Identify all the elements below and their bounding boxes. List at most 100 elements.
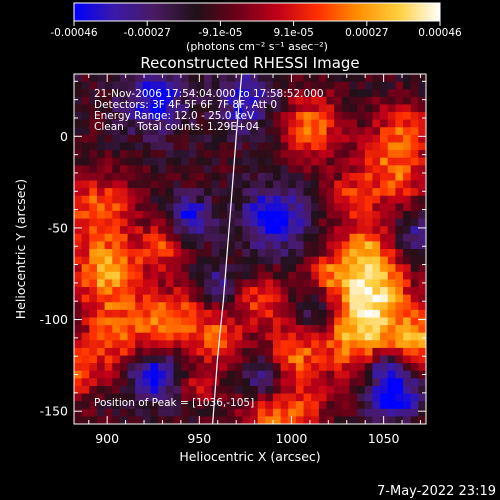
heatmap-cell <box>311 363 320 372</box>
heatmap-cell <box>311 89 320 98</box>
heatmap-cell <box>372 195 381 204</box>
heatmap-cell <box>288 150 297 159</box>
heatmap-cell <box>334 96 343 106</box>
heatmap-cell <box>188 119 198 128</box>
heatmap-cell <box>303 127 312 136</box>
heatmap-cell <box>387 134 396 144</box>
heatmap-cell <box>181 142 190 151</box>
heatmap-cell <box>135 188 144 197</box>
heatmap-cell <box>196 157 205 166</box>
heatmap-cell <box>280 309 289 319</box>
heatmap-cell <box>234 233 243 242</box>
heatmap-cell <box>364 287 374 296</box>
heatmap-cell <box>380 393 389 402</box>
heatmap-cell <box>74 264 83 273</box>
heatmap-cell <box>181 241 190 250</box>
heatmap-cell <box>74 119 83 128</box>
heatmap-cell <box>196 249 205 258</box>
heatmap-cell <box>112 279 121 288</box>
heatmap-cell <box>395 180 404 189</box>
heatmap-cell <box>204 218 213 227</box>
heatmap-cell <box>188 416 198 424</box>
heatmap-cell <box>357 218 366 227</box>
heatmap-cell <box>181 279 190 288</box>
heatmap-cell <box>119 340 129 349</box>
heatmap-cell <box>395 317 404 326</box>
heatmap-cell <box>311 127 320 136</box>
heatmap-cell <box>257 271 266 281</box>
heatmap-cell <box>295 279 305 288</box>
heatmap-cell <box>242 256 251 265</box>
heatmap-cell <box>387 241 396 250</box>
heatmap-cell <box>227 264 236 273</box>
heatmap-cell <box>272 347 282 357</box>
heatmap-cell <box>135 393 144 402</box>
heatmap-cell <box>326 195 335 204</box>
heatmap-cell <box>311 203 320 212</box>
heatmap-cell <box>96 271 106 281</box>
heatmap-cell <box>150 347 159 357</box>
heatmap-cell <box>234 127 243 136</box>
heatmap-cell <box>303 142 312 151</box>
heatmap-cell <box>150 119 159 128</box>
heatmap-cell <box>364 249 374 258</box>
heatmap-cell <box>81 112 90 121</box>
heatmap-cell <box>150 195 159 204</box>
heatmap-cell <box>341 119 351 128</box>
heatmap-cell <box>341 325 351 334</box>
heatmap-cell <box>165 302 175 311</box>
heatmap-cell <box>234 195 243 204</box>
heatmap-cell <box>104 210 113 220</box>
heatmap-cell <box>295 408 305 417</box>
heatmap-cell <box>372 81 381 90</box>
heatmap-cell <box>272 370 282 379</box>
heatmap-cell <box>127 317 136 326</box>
heatmap-cell <box>272 104 282 113</box>
heatmap-cell <box>81 408 90 417</box>
heatmap-cell <box>341 294 351 303</box>
heatmap-cell <box>334 363 343 372</box>
heatmap-cell <box>165 363 175 372</box>
heatmap-cell <box>288 210 297 220</box>
heatmap-cell <box>326 81 335 90</box>
heatmap-cell <box>89 203 98 212</box>
heatmap-cell <box>295 104 305 113</box>
heatmap-cell <box>127 325 136 334</box>
heatmap-cell <box>135 226 144 235</box>
heatmap-cell <box>311 256 320 265</box>
heatmap-cell <box>380 195 389 204</box>
heatmap-cell <box>119 165 129 174</box>
heatmap-cell <box>357 134 366 144</box>
heatmap-cell <box>234 74 243 83</box>
heatmap-cell <box>295 416 305 424</box>
heatmap-cell <box>165 89 175 98</box>
heatmap-cell <box>387 370 396 379</box>
plot-frame <box>73 73 427 425</box>
heatmap-cell <box>227 165 236 174</box>
heatmap-cell <box>395 127 404 136</box>
heatmap-cell <box>349 165 358 174</box>
heatmap-cell <box>204 363 213 372</box>
heatmap-cell <box>127 416 136 424</box>
heatmap-cell <box>418 340 426 349</box>
heatmap-cell <box>81 378 90 387</box>
heatmap-cell <box>418 401 426 410</box>
heatmap-cell <box>303 393 312 402</box>
heatmap-cell <box>150 150 159 159</box>
heatmap-cell <box>395 165 404 174</box>
heatmap-cell <box>165 340 175 349</box>
heatmap-cell <box>395 416 404 424</box>
heatmap-cell <box>318 134 328 144</box>
heatmap-cell <box>150 233 159 242</box>
heatmap-cell <box>410 340 419 349</box>
heatmap-cell <box>303 363 312 372</box>
heatmap-cell <box>89 370 98 379</box>
heatmap-cell <box>326 401 335 410</box>
heatmap-cell <box>288 363 297 372</box>
heatmap-cell <box>135 363 144 372</box>
heatmap-cell <box>196 271 205 281</box>
heatmap-cell <box>364 134 374 144</box>
heatmap-cell <box>112 309 121 319</box>
heatmap-cell <box>257 96 266 106</box>
heatmap-cell <box>142 142 152 151</box>
